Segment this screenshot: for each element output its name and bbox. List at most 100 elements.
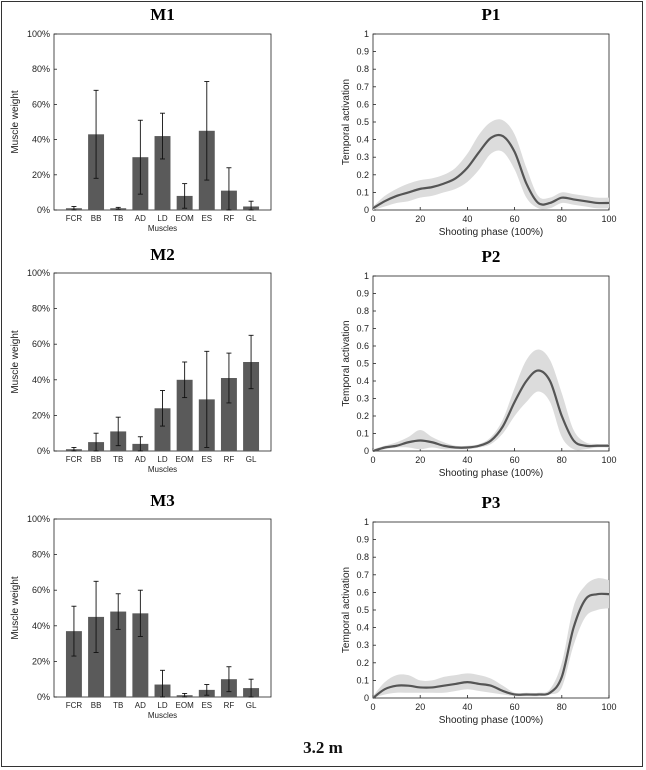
y-tick-label: 0.5 [356,605,369,615]
y-tick-label: 0.8 [356,306,369,316]
x-tick-label: AD [135,701,146,710]
x-tick-label: EOM [176,214,195,223]
y-tick-label: 0 [364,205,369,215]
confidence-band [373,578,609,698]
x-axis-label: Shooting phase (100%) [439,715,544,726]
y-tick-label: 20% [32,656,50,666]
chart-title: P2 [482,247,501,266]
y-tick-label: 0 [364,446,369,456]
y-tick-label: 0.1 [356,675,369,685]
x-tick-label: 80 [557,214,567,224]
y-tick-label: 0 [364,693,369,703]
chart-m3: M3 0% 20% 40% 60% 80% 100% Muscle weight FCR BB TB… [10,491,272,720]
chart-title: P3 [482,493,501,512]
y-tick-label: 20% [32,170,50,180]
y-tick-label: 0.5 [356,359,369,369]
x-tick-label: 60 [510,455,520,465]
x-tick-label: RF [224,701,235,710]
y-tick-label: 0.2 [356,411,369,421]
x-tick-label: 40 [462,702,472,712]
x-tick-label: TB [113,214,123,223]
y-tick-label: 0.7 [356,570,369,580]
y-tick-label: 0.1 [356,187,369,197]
y-tick-label: 1 [364,517,369,527]
bar-ld [154,136,171,210]
x-tick-label: FCR [66,701,83,710]
x-tick-label: EOM [176,455,195,464]
bar-tb [110,611,127,697]
y-tick-label: 0.4 [356,135,369,145]
y-tick-label: 0% [37,446,50,456]
bar-gl [243,362,260,451]
x-tick-label: 0 [370,702,375,712]
x-tick-label: EOM [176,701,195,710]
y-tick-label: 0.8 [356,64,369,74]
chart-title: M3 [150,491,175,510]
y-axis-label: Temporal activation [341,79,352,165]
confidence-band [373,119,609,210]
plot-area [372,275,610,452]
y-tick-label: 0.3 [356,152,369,162]
y-axis-label: Muscle weight [10,576,21,640]
bar-ld [154,408,171,451]
x-tick-label: FCR [66,214,83,223]
x-tick-label: FCR [66,455,83,464]
chart-m2: M2 0% 20% 40% 60% 80% 100% Muscle weight FCR BB TB… [10,245,272,474]
x-tick-label: BB [91,455,102,464]
y-tick-label: 0.9 [356,289,369,299]
x-axis-label: Shooting phase (100%) [439,227,544,238]
x-tick-label: 80 [557,702,567,712]
x-tick-label: BB [91,701,102,710]
y-tick-label: 40% [32,621,50,631]
x-tick-label: 60 [510,214,520,224]
x-tick-label: 40 [462,455,472,465]
x-tick-label: ES [201,455,212,464]
x-tick-label: 20 [415,455,425,465]
y-axis-label: Muscle weight [10,330,21,394]
x-tick-label: LD [157,214,167,223]
y-tick-label: 0.2 [356,170,369,180]
x-tick-label: 100 [601,702,616,712]
chart-p1: P1 0 0.1 0.2 0.3 0.4 0.5 0.6 0.7 0.8 0.9 1 0 20 40 60 80… [341,5,617,238]
y-tick-label: 100% [27,514,50,524]
x-tick-label: TB [113,701,123,710]
x-tick-label: RF [224,214,235,223]
x-tick-label: 40 [462,214,472,224]
x-tick-label: LD [157,701,167,710]
x-tick-label: ES [201,214,212,223]
bar-rf [220,378,237,451]
y-tick-label: 60% [32,99,50,109]
y-tick-label: 0.6 [356,99,369,109]
x-tick-label: GL [246,701,257,710]
y-axis-label: Temporal activation [341,567,352,653]
chart-p3: P3 0 0.1 0.2 0.3 0.4 0.5 0.6 0.7 0.8 0.9 1 0 20 40 60 80… [341,493,617,726]
activation-line [372,592,610,699]
bar-bb [88,616,105,697]
y-tick-label: 100% [27,29,50,39]
y-tick-label: 1 [364,29,369,39]
y-tick-label: 0% [37,692,50,702]
y-tick-label: 60% [32,585,50,595]
x-tick-label: 60 [510,702,520,712]
y-axis-label: Temporal activation [341,320,352,406]
chart-p2: P2 0 0.1 0.2 0.3 0.4 0.5 0.6 0.7 0.8 0.9 1 0 20 40 60 80… [341,247,617,479]
y-tick-label: 0.5 [356,117,369,127]
y-tick-label: 60% [32,339,50,349]
confidence-band [373,349,609,451]
activation-line [372,369,609,453]
activation-line [372,133,610,210]
y-tick-label: 0.1 [356,429,369,439]
x-tick-label: 80 [557,455,567,465]
y-tick-label: 80% [32,304,50,314]
y-tick-label: 0% [37,205,50,215]
y-tick-label: 0.4 [356,376,369,386]
bar-eom [176,379,193,451]
x-tick-label: 100 [601,455,616,465]
y-tick-label: 20% [32,410,50,420]
x-tick-label: RF [224,455,235,464]
x-tick-label: ES [201,701,212,710]
x-tick-label: AD [135,214,146,223]
x-axis-label: Shooting phase (100%) [439,468,544,479]
y-tick-label: 0.4 [356,623,369,633]
